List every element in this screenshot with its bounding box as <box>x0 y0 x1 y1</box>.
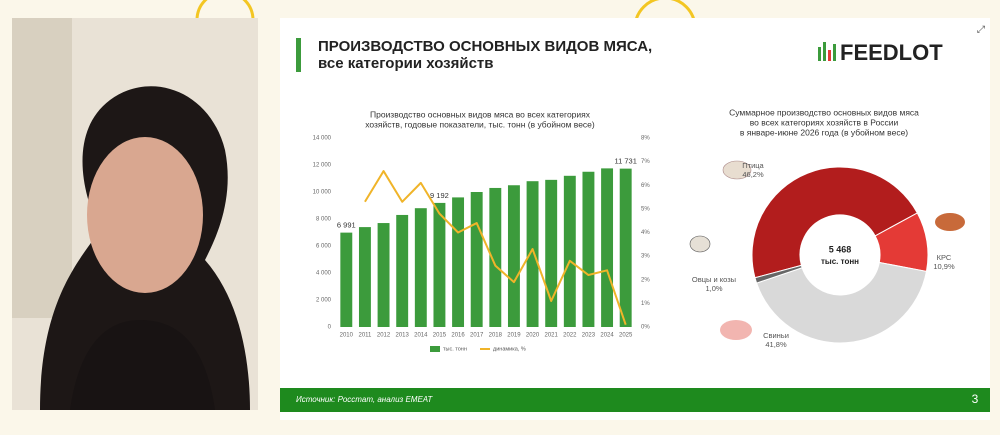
bar <box>563 175 576 327</box>
bar <box>452 197 465 327</box>
x-tick-label: 2013 <box>396 333 410 339</box>
icon-poultry <box>722 160 752 180</box>
x-tick-label: 2015 <box>433 333 447 339</box>
expand-button[interactable]: ⤢ <box>977 25 985 36</box>
chart-title: во всех категориях хозяйств в России <box>750 117 899 127</box>
data-label: 9 192 <box>430 191 449 200</box>
y2-tick-label: 1% <box>641 301 650 307</box>
x-tick-label: 2011 <box>358 333 372 339</box>
slide-title: ПРОИЗВОДСТВО ОСНОВНЫХ ВИДОВ МЯСА, <box>318 38 652 55</box>
x-tick-label: 2010 <box>340 333 354 339</box>
y-tick-label: 14 000 <box>313 136 332 142</box>
slide-title: все категории хозяйств <box>318 55 494 72</box>
pie-slice <box>751 166 919 279</box>
x-tick-label: 2012 <box>377 333 391 339</box>
bar <box>433 202 446 327</box>
total-value: 5 468 <box>829 244 852 254</box>
bar <box>619 168 632 327</box>
y-tick-label: 12 000 <box>313 163 332 169</box>
chart-title: Производство основных видов мяса во всех… <box>370 109 591 119</box>
face <box>87 137 203 293</box>
bar <box>526 181 539 327</box>
data-label: 11 731 <box>614 157 636 166</box>
chart-title: в январе-июне 2026 года (в убойном весе) <box>740 127 908 137</box>
slice-value: 46,2% <box>742 170 764 179</box>
slice-label: Свиньи <box>763 331 789 340</box>
bar <box>377 223 390 327</box>
y2-tick-label: 4% <box>641 230 650 236</box>
footer <box>280 388 990 412</box>
y2-tick-label: 2% <box>641 277 650 283</box>
y2-tick-label: 5% <box>641 206 650 212</box>
legend-swatch <box>430 346 440 352</box>
x-tick-label: 2023 <box>582 333 596 339</box>
x-tick-label: 2020 <box>526 333 540 339</box>
bar <box>470 192 483 327</box>
pie-slice <box>755 261 928 344</box>
bar <box>507 185 520 327</box>
y2-tick-label: 6% <box>641 183 650 189</box>
bar <box>582 171 595 327</box>
y-tick-label: 8 000 <box>316 217 332 223</box>
y-tick-label: 0 <box>328 325 332 331</box>
bar <box>396 214 409 327</box>
bar <box>489 187 502 327</box>
x-tick-label: 2014 <box>414 333 428 339</box>
source: Источник: Росстат, анализ ЕМЕАТ <box>296 395 433 404</box>
icon-pig <box>720 320 752 340</box>
y2-tick-label: 0% <box>641 325 650 331</box>
logo-icon <box>818 42 836 61</box>
pie-slice <box>754 264 803 284</box>
video-wall <box>12 18 72 318</box>
total-unit: тыс. тонн <box>821 257 859 266</box>
data-label: 6 991 <box>337 221 356 230</box>
y-tick-label: 4 000 <box>316 271 332 277</box>
y2-tick-label: 7% <box>641 159 650 165</box>
slice-label: Птица <box>742 161 764 170</box>
x-tick-label: 2022 <box>563 333 577 339</box>
bar <box>545 179 558 327</box>
y-tick-label: 10 000 <box>313 190 332 196</box>
bar <box>601 168 614 327</box>
x-tick-label: 2025 <box>619 333 633 339</box>
legend-label: динамика, % <box>493 346 526 352</box>
x-tick-label: 2024 <box>600 333 614 339</box>
x-tick-label: 2017 <box>470 333 484 339</box>
y-tick-label: 6 000 <box>316 244 332 250</box>
x-tick-label: 2018 <box>489 333 503 339</box>
y2-tick-label: 3% <box>641 254 650 260</box>
title-accent <box>296 38 301 72</box>
y-tick-label: 2 000 <box>316 298 332 304</box>
slice-label: Овцы и козы <box>692 275 736 284</box>
bar <box>340 232 353 327</box>
legend-label: тыс. тонн <box>443 346 467 352</box>
video-tile <box>12 18 258 410</box>
y2-tick-label: 8% <box>641 136 650 142</box>
icon-cattle <box>935 213 965 231</box>
slice-value: 41,8% <box>765 340 787 349</box>
slice-label: КРС <box>937 253 952 262</box>
bar <box>414 208 427 327</box>
x-tick-label: 2019 <box>507 333 521 339</box>
chart-title: хозяйств, годовые показатели, тыс. тонн … <box>365 119 595 129</box>
line-series <box>364 170 627 325</box>
x-tick-label: 2016 <box>451 333 465 339</box>
logo: FEEDLOT <box>840 40 943 65</box>
bar <box>358 227 371 327</box>
chart-title: Суммарное производство основных видов мя… <box>729 107 919 117</box>
slice-value: 10,9% <box>933 262 955 271</box>
icon-sheep <box>689 235 711 253</box>
clothes <box>70 320 215 410</box>
slice-value: 1,0% <box>705 284 722 293</box>
x-tick-label: 2021 <box>545 333 559 339</box>
page-number: 3 <box>972 392 979 406</box>
